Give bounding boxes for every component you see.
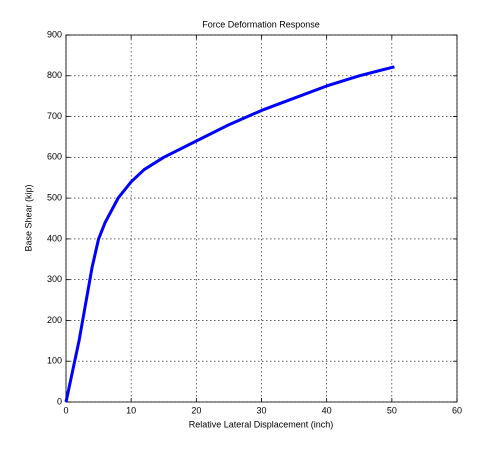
y-tick-label: 300 [47, 274, 62, 284]
plot-frame [65, 34, 458, 403]
x-axis-label: Relative Lateral Displacement (inch) [189, 419, 334, 429]
y-tick-label: 700 [47, 111, 62, 121]
y-tick-label: 200 [47, 315, 62, 325]
x-tick-label: 10 [126, 405, 136, 415]
y-tick-label: 600 [47, 152, 62, 162]
chart-title: Force Deformation Response [202, 19, 320, 29]
y-tick-label: 100 [47, 356, 62, 366]
x-tick-label: 40 [322, 405, 332, 415]
data-line [64, 65, 395, 403]
y-tick-label: 900 [47, 29, 62, 39]
x-tick-label: 30 [256, 405, 266, 415]
y-tick-label: 500 [47, 192, 62, 202]
y-tick-label: 0 [57, 396, 62, 406]
x-tick-label: 60 [452, 405, 462, 415]
y-axis-label: Base Shear (kip) [23, 184, 33, 251]
x-tick-label: 20 [191, 405, 201, 415]
y-tick-label: 800 [47, 70, 62, 80]
x-tick-label: 0 [63, 405, 68, 415]
x-tick-label: 50 [387, 405, 397, 415]
y-tick-label: 400 [47, 233, 62, 243]
